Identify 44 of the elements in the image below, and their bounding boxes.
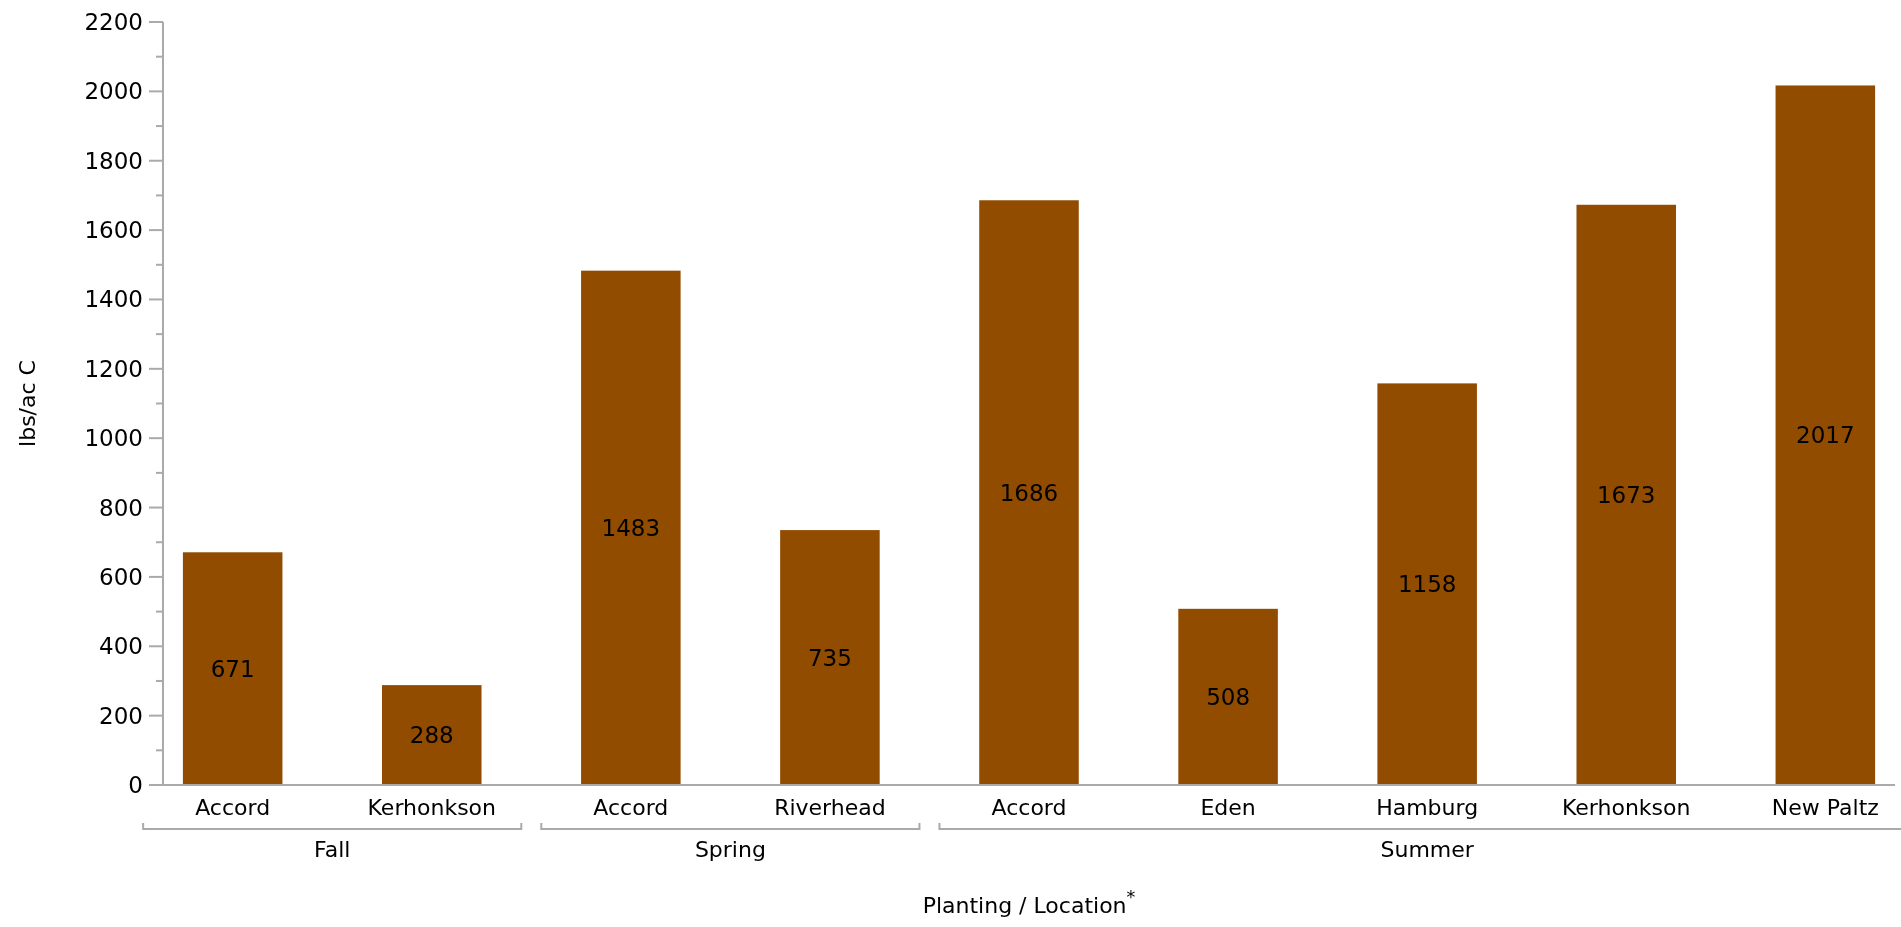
x-tick-label: Eden — [1200, 795, 1256, 820]
x-tick-label: Accord — [593, 795, 669, 820]
data-label: 288 — [409, 722, 454, 749]
bar — [381, 685, 482, 785]
data-label: 1158 — [1397, 571, 1457, 598]
text: Spring — [694, 837, 766, 862]
y-tick-label: 1000 — [84, 425, 143, 452]
bar — [581, 270, 681, 785]
data-label: 1686 — [999, 479, 1059, 506]
y-tick-label: 600 — [99, 563, 143, 590]
data-label: 735 — [807, 644, 852, 671]
x-axis-title: Planting / Location$^{*}$ — [922, 887, 1136, 918]
data-label: 2017 — [1796, 422, 1855, 449]
y-tick-label: 800 — [99, 494, 143, 521]
data-label: 671 — [210, 655, 255, 682]
y-tick-label: 0 — [128, 772, 143, 798]
x-tick-label: Kerhonkson — [1562, 795, 1691, 820]
bar — [1576, 204, 1677, 785]
y-tick-label: 200 — [99, 702, 143, 729]
x-tick-label: Kerhonkson — [367, 795, 496, 820]
y-tick-label: 2200 — [84, 9, 143, 35]
y-tick-label: 1600 — [84, 217, 143, 244]
x-tick-label: Accord — [195, 795, 271, 820]
y-tick-label: 400 — [99, 633, 143, 660]
x-tick-label: Riverhead — [774, 795, 886, 820]
bar — [979, 200, 1079, 785]
bar — [1775, 85, 1876, 785]
x-tick-label: Accord — [991, 795, 1067, 820]
y-tick-label: 1200 — [84, 355, 143, 382]
bar — [1377, 383, 1477, 785]
data-label: 508 — [1206, 683, 1251, 710]
x-tick-label: New Paltz — [1771, 795, 1879, 820]
text: Fall — [314, 837, 351, 862]
y-axis-title: lbs/ac C — [15, 360, 40, 447]
data-label: 1483 — [601, 514, 661, 541]
y-tick-label: 1400 — [84, 286, 143, 313]
y-tick-label: 1800 — [84, 147, 143, 174]
bar — [780, 530, 880, 785]
y-tick-label: 2000 — [84, 78, 143, 105]
data-label: 1673 — [1596, 481, 1656, 508]
text: Summer — [1380, 837, 1475, 862]
bar — [182, 552, 283, 785]
bar — [1178, 608, 1278, 785]
x-tick-label: Hamburg — [1376, 795, 1479, 820]
